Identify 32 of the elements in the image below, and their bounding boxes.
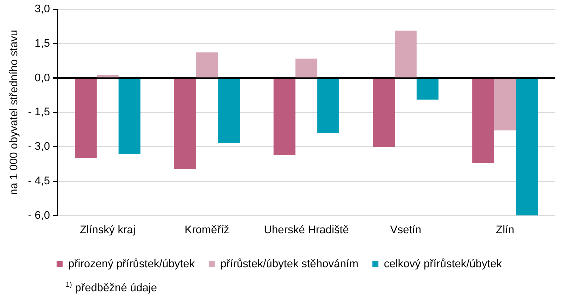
y-tick-label: - 3,0 (28, 141, 50, 154)
bar (174, 79, 196, 170)
x-tick-label: Zlín (496, 224, 514, 236)
bar (296, 58, 318, 78)
bar (75, 79, 97, 159)
legend-label: přírůstek/úbytek stěhováním (220, 258, 359, 271)
y-axis-title: na 1 000 obyvatel středního stavu (8, 30, 21, 196)
bar (472, 79, 494, 164)
bar (373, 79, 396, 148)
bar (416, 79, 439, 100)
x-tick-label: Zlínský kraj (80, 224, 136, 236)
bar (218, 79, 240, 144)
bar (516, 79, 538, 216)
x-tick-label: Vsetín (390, 224, 422, 236)
bar (274, 79, 296, 156)
legend-label: přirozený přírůstek/úbytek (68, 258, 196, 271)
y-tick-label: 0,0 (34, 72, 50, 84)
x-tick-label: Kroměříž (184, 224, 230, 236)
bar (395, 30, 417, 78)
bar (494, 79, 516, 131)
bar (118, 79, 141, 154)
text: $^{1)}$ předběžné údaje (66, 282, 158, 295)
y-tick-label: - 1,5 (28, 106, 50, 119)
y-tick-label: 1,5 (34, 38, 50, 50)
bar (196, 52, 218, 78)
x-tick-label: Uherské Hradiště (264, 224, 350, 236)
bar (318, 79, 340, 134)
y-tick-label: - 6,0 (28, 210, 50, 222)
y-tick-label: 3,0 (34, 4, 50, 16)
legend-label: celkový přírůstek/úbytek (384, 258, 503, 271)
bar (96, 75, 119, 78)
y-tick-label: - 4,5 (28, 175, 50, 188)
